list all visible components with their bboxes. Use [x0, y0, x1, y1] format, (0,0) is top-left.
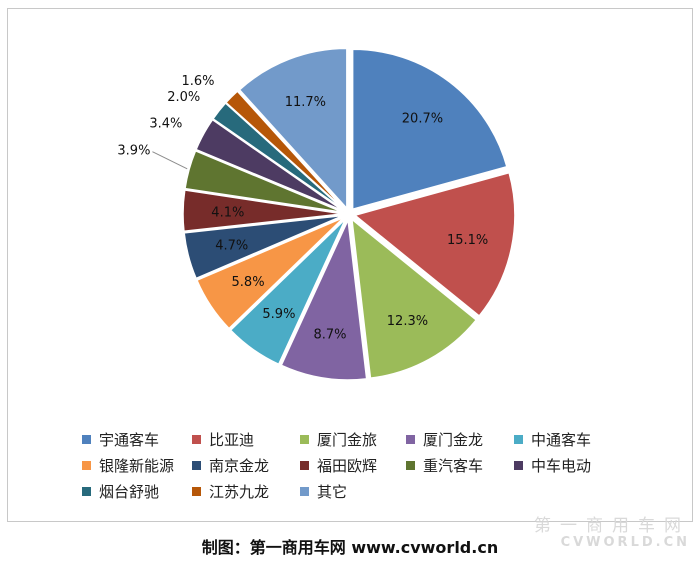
legend-label: 烟台舒驰: [99, 482, 160, 501]
legend-label: 其它: [317, 482, 348, 501]
legend-label: 宇通客车: [99, 430, 160, 449]
data-label-2: 15.1%: [447, 233, 488, 248]
legend-swatch: [406, 434, 415, 444]
legend-item-1: 宇通客车: [82, 428, 159, 450]
chart-credit: 制图：第一商用车网 www.cvworld.cn: [201, 538, 499, 557]
leader-line-9: [152, 151, 188, 170]
watermark-en: CVWORLD.CN: [560, 534, 690, 550]
pie-slice-4: [280, 217, 368, 381]
data-label-6: 5.8%: [232, 275, 265, 290]
legend-swatch: [82, 460, 91, 470]
pie-slice-12: [224, 90, 346, 211]
data-label-5: 5.9%: [262, 307, 295, 322]
legend-item-3: 厦门金旅: [300, 428, 377, 450]
legend-swatch: [192, 486, 201, 496]
legend-label: 南京金龙: [209, 456, 270, 475]
legend-label: 中车电动: [531, 456, 592, 475]
legend-swatch: [300, 434, 309, 444]
data-label-13: 11.7%: [285, 95, 326, 110]
data-label-9: 3.9%: [117, 144, 150, 159]
legend-swatch: [82, 434, 91, 444]
legend-label: 厦门金旅: [317, 430, 378, 449]
legend-item-2: 比亚迪: [192, 428, 254, 450]
legend-item-6: 银隆新能源: [82, 454, 174, 476]
leader-lines: [152, 151, 188, 170]
watermark-cn: 第一商用车网: [534, 516, 690, 536]
legend-swatch: [300, 460, 309, 470]
legend-swatch: [406, 460, 415, 470]
legend-label: 银隆新能源: [99, 456, 175, 475]
data-label-10: 3.4%: [149, 117, 182, 132]
legend-item-4: 厦门金龙: [406, 428, 483, 450]
pie-slice-2: [353, 171, 516, 317]
pie-slice-9: [184, 149, 344, 214]
pie-slice-10: [195, 118, 345, 212]
data-label-3: 12.3%: [387, 314, 428, 329]
data-label-4: 8.7%: [314, 328, 347, 343]
legend-label: 比亚迪: [209, 430, 255, 449]
legend-swatch: [514, 460, 523, 470]
pie-chart: 20.7% 15.1% 12.3% 8.7% 5.9% 5.8% 4.7% 4.1% 3.9% 3…: [117, 47, 516, 381]
data-label-12: 1.6%: [182, 74, 215, 89]
pie-slice-13: [238, 47, 348, 211]
legend-item-8: 福田欧辉: [300, 454, 377, 476]
legend-label: 中通客车: [531, 430, 592, 449]
pie-slice-3: [350, 217, 478, 380]
legend-swatch: [514, 434, 523, 444]
legend-item-11: 烟台舒驰: [82, 480, 159, 502]
legend-label: 江苏九龙: [209, 482, 270, 501]
legend-swatch: [82, 486, 91, 496]
data-labels: 20.7% 15.1% 12.3% 8.7% 5.9% 5.8% 4.7% 4.1% 3.9% 3…: [117, 74, 488, 343]
data-label-11: 2.0%: [167, 90, 200, 105]
legend-label: 福田欧辉: [317, 456, 378, 475]
legend-item-13: 其它: [300, 480, 347, 502]
data-label-1: 20.7%: [402, 112, 443, 127]
pie-slice-8: [182, 189, 344, 233]
legend-item-9: 重汽客车: [406, 454, 483, 476]
legend-swatch: [300, 486, 309, 496]
legend-label: 厦门金龙: [423, 430, 484, 449]
legend-item-12: 江苏九龙: [192, 480, 269, 502]
watermark-logo: 第一商用车网 CVWORLD.CN: [534, 516, 690, 550]
pie-slice-5: [229, 218, 347, 366]
legend-swatch: [192, 434, 201, 444]
pie-slice-6: [195, 216, 345, 330]
legend-label: 重汽客车: [423, 456, 484, 475]
pie-slice-1: [351, 48, 508, 211]
legend-swatch: [192, 460, 201, 470]
legend-item-5: 中通客车: [514, 428, 591, 450]
legend-item-10: 中车电动: [514, 454, 591, 476]
legend-item-7: 南京金龙: [192, 454, 269, 476]
data-label-7: 4.7%: [215, 239, 248, 254]
pie-slice-7: [183, 214, 344, 280]
data-label-8: 4.1%: [211, 206, 244, 221]
pie-slices: [182, 47, 516, 381]
